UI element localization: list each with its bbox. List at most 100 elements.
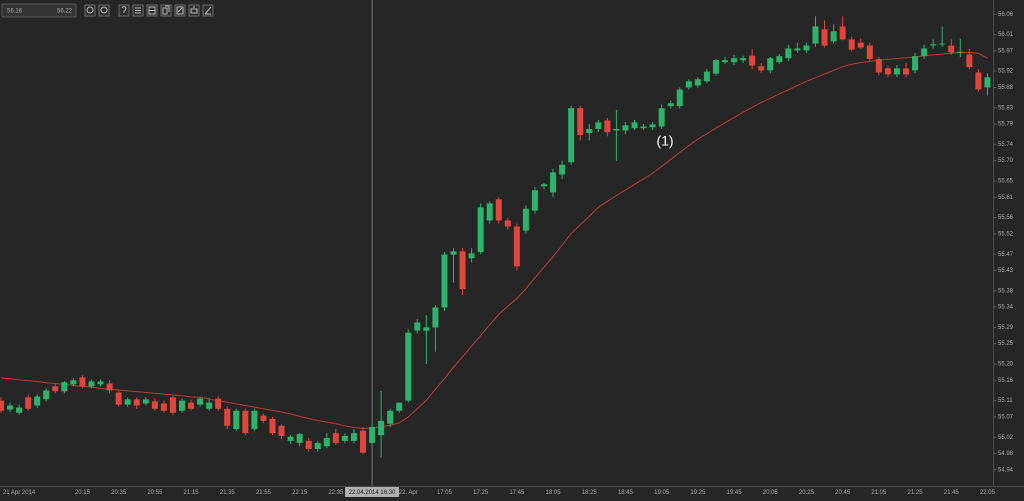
candle-body [0,400,4,411]
candle-body [314,442,321,449]
candle-body [658,108,665,127]
candle-body [595,122,602,129]
icon [121,6,127,13]
x-tick-label: 19:05 [654,490,670,496]
candle-body [550,172,557,193]
x-tick-label: 21:35 [220,490,236,496]
candle-body [821,29,828,46]
candle-body [776,56,783,63]
y-tick-label: 55.97 [998,48,1014,54]
candle-body [88,381,95,387]
y-tick-label: 55.20 [998,362,1014,368]
candle-body [441,254,448,308]
y-tick-label: 56.06 [998,12,1014,18]
x-tick-label: 19:25 [690,490,706,496]
candle-body [350,433,357,441]
candle-body [378,420,385,436]
candle-body [785,48,792,59]
range-to: 56.22 [57,9,73,15]
print-button[interactable] [188,4,200,17]
candle-body [296,433,303,443]
x-tick-label: 21:15 [184,490,200,496]
candle-body [459,251,466,290]
candle-body [722,60,728,63]
y-tick-label: 54.94 [998,467,1014,473]
candle-body [43,390,50,400]
candle-body [97,381,104,385]
candle-body [577,108,584,136]
zoom-in-button[interactable] [84,4,96,17]
x-tick-label: 20:35 [111,490,127,496]
x-tick-label: 20:25 [799,490,815,496]
candle-body [52,386,59,392]
y-tick-label: 55.56 [998,215,1014,221]
icon [190,6,198,14]
candle-body [586,128,593,133]
candle-body [251,410,258,430]
crosshair-label: 22.04.2014 16:30 [349,490,396,496]
range-box[interactable] [1,3,77,18]
y-tick-label: 56.01 [998,32,1014,38]
x-tick-label: 22. Apr [399,490,418,496]
x-tick-label: 20:55 [147,490,163,496]
candle-body [188,402,195,409]
candle-body [242,410,249,434]
candle-body [260,415,267,421]
candle-body [468,253,475,259]
y-tick-label: 55.83 [998,105,1014,111]
candle-body [477,207,484,253]
candle-body [25,397,32,409]
x-tick-label: 18:05 [546,490,562,496]
x-tick-label: 21:45 [944,490,960,496]
copy-button[interactable] [160,4,172,17]
candle-body [975,72,982,90]
plot-area [0,0,991,486]
candle-body [197,398,204,405]
x-tick-label: 22:35 [328,490,344,496]
x-tick-label: 20:05 [763,490,779,496]
icon [135,7,141,14]
range-from: 56.16 [7,9,23,15]
candle-body [604,120,611,133]
candle-body [405,332,412,401]
candle-body [884,68,891,75]
candle-body [794,48,801,51]
candle-body [341,435,348,441]
candle-body [495,199,502,221]
y-tick-label: 55.88 [998,85,1014,91]
candle-body [133,399,140,406]
candle-body [432,307,439,328]
x-tick-label: 17:25 [473,490,489,496]
candle-body [531,190,538,211]
zoom-out-button[interactable] [98,4,110,17]
y-tick-label: 55.47 [998,252,1014,258]
x-tick-label: 22:05 [980,490,996,496]
candle-body [830,31,837,42]
candle-body [369,427,376,443]
y-tick-label: 55.65 [998,179,1014,185]
candle-body [106,383,113,391]
icon [204,6,212,15]
candle-body [7,405,14,410]
y-tick-label: 55.79 [998,122,1014,128]
candle-body [568,108,575,163]
candle-body [875,58,882,73]
y-tick-label: 55.70 [998,158,1014,164]
candle-body [16,407,23,413]
y-tick-label: 55.52 [998,231,1014,237]
y-tick-label: 55.34 [998,305,1014,311]
candle-body [233,410,240,430]
candle-body [631,122,638,129]
candle-body [269,418,276,434]
y-tick-label: 55.43 [998,268,1014,274]
candle-body [857,42,864,48]
x-tick-label: 22:15 [292,490,308,496]
y-tick-label: 55.07 [998,414,1014,420]
candle-body [984,77,991,88]
candle-body [360,430,366,453]
candle-body [957,51,964,53]
candle-body [694,79,701,86]
icon [86,6,94,14]
candle-body [486,203,493,221]
